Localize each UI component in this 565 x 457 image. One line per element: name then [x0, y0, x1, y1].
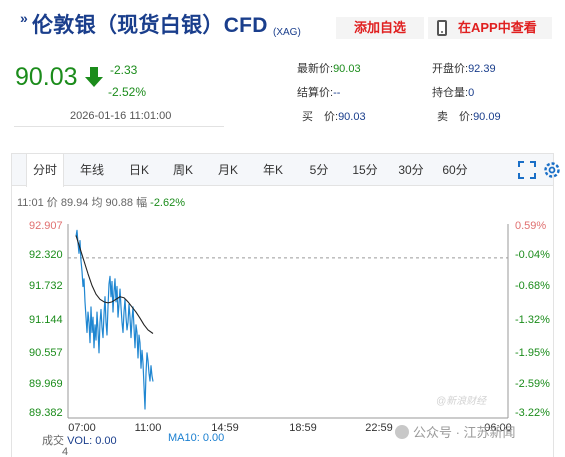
y-tick-left: 90.557	[29, 347, 63, 359]
tab-daily-k[interactable]: 日K	[128, 163, 149, 177]
y-tick-left: 92.907	[29, 220, 63, 232]
stat-open-value: 92.39	[468, 63, 496, 75]
tab-5min[interactable]: 5分	[309, 163, 329, 177]
tab-weekly-k[interactable]: 周K	[172, 163, 193, 177]
stat-settle-label: 结算价:	[297, 87, 334, 99]
stat-latest: 最新价:90.03	[297, 60, 361, 76]
tab-monthly-k[interactable]: 月K	[217, 163, 238, 177]
wechat-watermark: 公众号 · 江苏新闻	[395, 422, 516, 441]
divider	[14, 126, 224, 127]
wechat-logo-icon	[395, 425, 409, 439]
info-avg-label: 均	[91, 197, 103, 209]
stat-oi-value: 0	[468, 87, 475, 99]
stat-latest-value: 90.03	[333, 63, 361, 75]
volume-label: 成交	[42, 435, 64, 447]
chart-watermark: @新浪财经	[436, 396, 487, 407]
y-tick-right: -1.32%	[515, 314, 550, 326]
ma10-label: MA10:	[168, 432, 200, 444]
y-tick-left: 91.144	[29, 314, 63, 326]
quote-time: 2026-01-16 11:01:00	[70, 110, 172, 122]
period-tabs: 分时 年线 日K 周K 月K 年K 5分 15分 30分 60分	[12, 154, 560, 187]
y-tick-right: -0.04%	[515, 249, 550, 261]
ma10-row: MA10: 0.00	[168, 432, 224, 444]
stat-bid-label: 买 价:	[302, 111, 339, 123]
settings-icon[interactable]	[542, 160, 562, 180]
y-tick-left: 89.382	[29, 407, 63, 419]
arrow-down-icon	[85, 67, 103, 87]
page-title: 伦敦银（现货白银）CFD	[32, 14, 268, 37]
stat-ask-value: 90.09	[473, 111, 501, 123]
quote-mark: »	[20, 10, 28, 26]
info-amp: -2.62%	[150, 197, 186, 209]
y-tick-right: -3.22%	[515, 407, 550, 419]
x-tick: 14:59	[211, 422, 239, 434]
volume-row: 成交 VOL: 0.00	[42, 432, 117, 448]
ma10-value: 0.00	[202, 432, 225, 444]
info-amp-label: 幅	[136, 197, 148, 209]
x-tick: 06:00	[484, 422, 512, 434]
stat-settle: 结算价:--	[297, 84, 340, 100]
current-price: 90.03	[15, 63, 78, 91]
info-avg: 90.88	[105, 197, 134, 209]
info-price: 89.94	[60, 197, 89, 209]
stat-open-interest: 持仓量:0	[432, 84, 474, 100]
stat-ask: 卖 价:90.09	[437, 108, 501, 124]
stat-latest-label: 最新价:	[297, 63, 334, 75]
info-price-label: 价	[46, 197, 58, 209]
x-tick: 22:59	[365, 422, 393, 434]
y-tick-right: -1.95%	[515, 347, 550, 359]
header: » 伦敦银（现货白银）CFD (XAG) 添加自选 在APP中查看	[0, 0, 565, 48]
info-time: 11:01	[17, 197, 44, 209]
tab-year-line[interactable]: 年线	[79, 163, 104, 177]
tab-60min[interactable]: 60分	[442, 163, 468, 177]
stat-ask-label: 卖 价:	[437, 111, 474, 123]
y-tick-left: 92.320	[29, 249, 63, 261]
add-favorite-button[interactable]: 添加自选	[336, 17, 424, 39]
y-tick-left: 89.969	[29, 378, 63, 390]
x-tick: 11:00	[134, 422, 162, 434]
chart-panel: 分时 年线 日K 周K 月K 年K 5分 15分 30分 60分 11:01 价…	[11, 153, 560, 457]
y-tick-left: 91.732	[29, 280, 63, 292]
stat-bid: 买 价:90.03	[302, 108, 366, 124]
stat-bid-value: 90.03	[338, 111, 366, 123]
open-in-app-button[interactable]: 在APP中查看	[428, 17, 552, 39]
stat-open-label: 开盘价:	[432, 63, 469, 75]
open-in-app-label: 在APP中查看	[458, 20, 537, 35]
symbol-code: (XAG)	[273, 27, 301, 38]
intraday-chart[interactable]	[12, 154, 555, 457]
y-tick-right: -0.68%	[515, 280, 550, 292]
stat-settle-value: --	[333, 87, 341, 99]
info-bar: 11:01 价 89.94 均 90.88 幅 -2.62%	[17, 194, 185, 210]
stat-open: 开盘价:92.39	[432, 60, 496, 76]
phone-icon	[437, 20, 447, 36]
y-tick-right: 0.59%	[515, 220, 547, 232]
price-line	[75, 229, 154, 410]
x-tick: 18:59	[289, 422, 317, 434]
price-change: -2.33	[110, 63, 138, 77]
vol-value: 0.00	[95, 435, 117, 447]
price-change-percent: -2.52%	[108, 85, 147, 99]
volume-count: 4	[62, 446, 69, 457]
stat-oi-label: 持仓量:	[432, 87, 469, 99]
watermark-text: 公众号 · 江苏新闻	[413, 425, 516, 440]
y-tick-right: -2.59%	[515, 378, 550, 390]
tab-yearly-k[interactable]: 年K	[262, 163, 283, 177]
tab-15min[interactable]: 15分	[352, 163, 378, 177]
average-line	[75, 235, 154, 334]
tab-intraday[interactable]: 分时	[26, 154, 64, 187]
vol-label: VOL:	[67, 435, 93, 447]
tab-30min[interactable]: 30分	[398, 163, 424, 177]
x-tick: 07:00	[68, 422, 96, 434]
fullscreen-icon[interactable]	[518, 161, 536, 179]
